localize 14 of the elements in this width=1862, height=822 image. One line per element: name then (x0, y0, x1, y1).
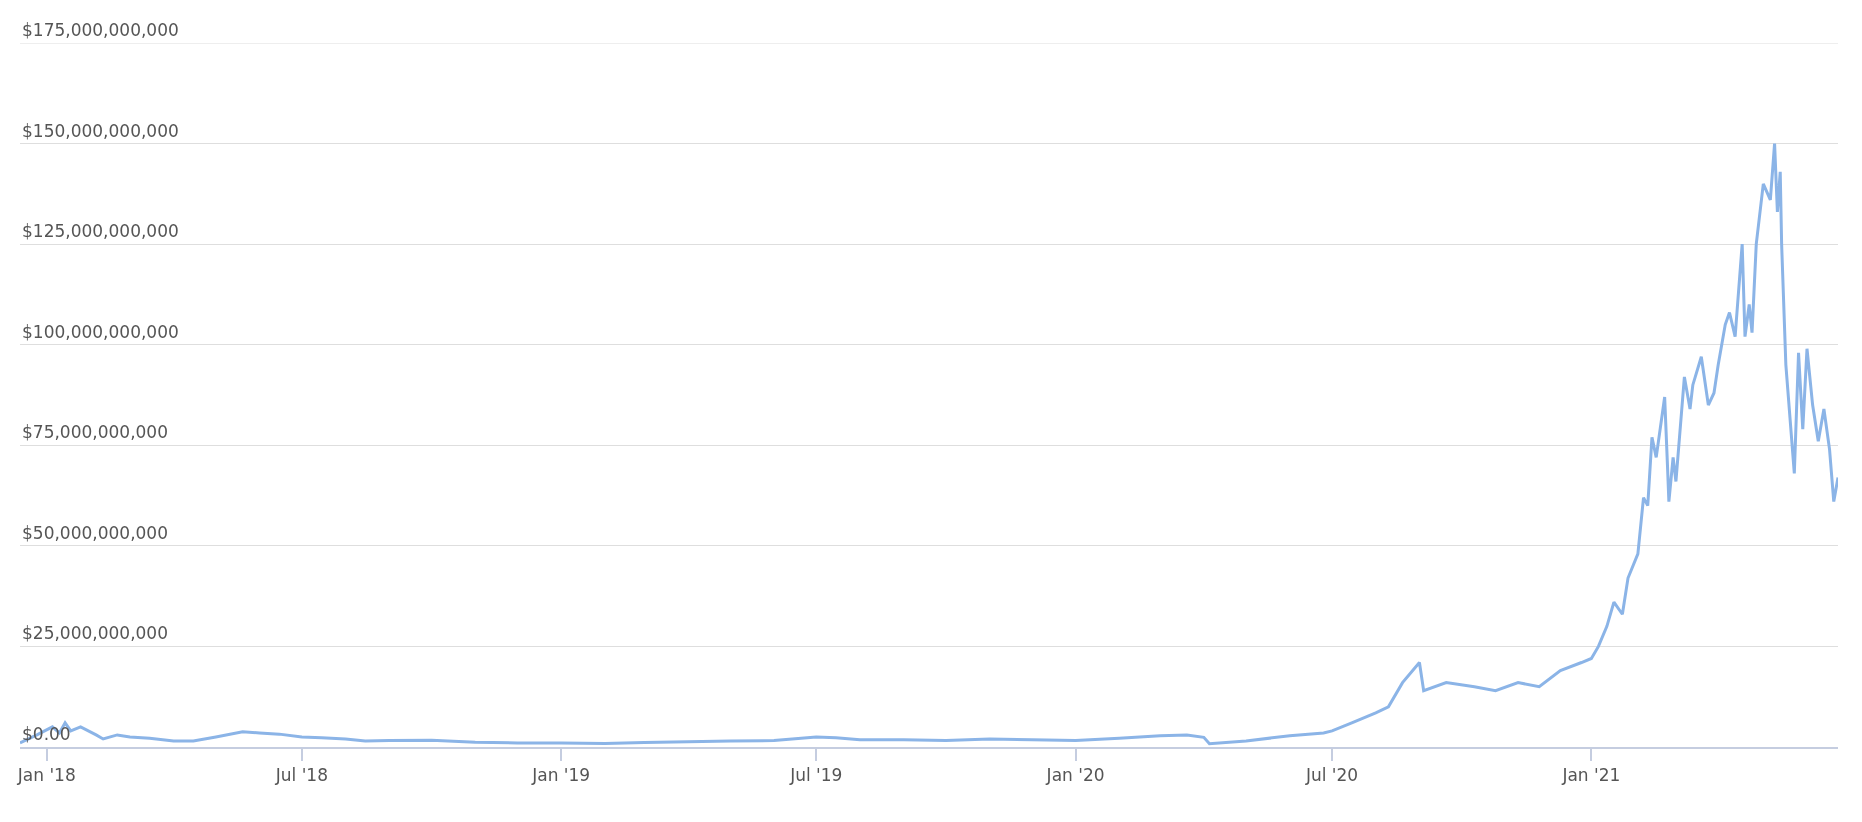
y-tick-label: $75,000,000,000 (22, 422, 169, 442)
x-tick-label: Jan '20 (1045, 765, 1105, 786)
y-tick-label: $125,000,000,000 (22, 221, 179, 241)
y-tick-label: $25,000,000,000 (22, 623, 169, 643)
y-tick-label: $150,000,000,000 (22, 121, 179, 141)
x-tick-label: Jul '20 (1304, 765, 1359, 786)
x-tick-label: Jan '18 (16, 765, 76, 786)
y-tick-label: $50,000,000,000 (22, 523, 169, 543)
x-tick-label: Jul '19 (789, 765, 843, 786)
x-tick-label: Jan '21 (1561, 765, 1621, 786)
y-tick-label: $100,000,000,000 (22, 322, 179, 342)
y-tick-label: $175,000,000,000 (22, 20, 179, 40)
x-tick-label: Jan '19 (531, 765, 591, 786)
x-tick-label: Jul '18 (274, 765, 328, 786)
